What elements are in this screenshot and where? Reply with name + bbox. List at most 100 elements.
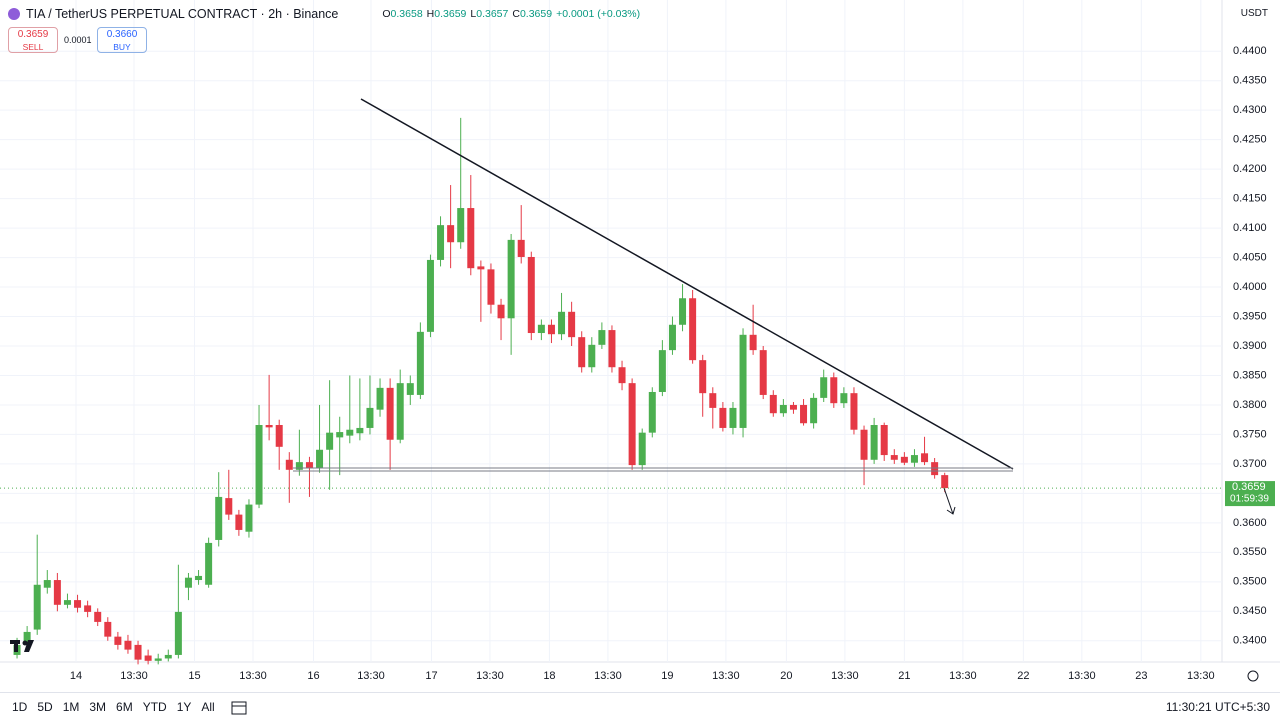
- candle-body: [517, 239, 525, 257]
- y-tick-label: 0.3500: [1233, 576, 1267, 588]
- candle-body: [295, 462, 303, 470]
- candle-body: [729, 407, 737, 428]
- candle-body: [638, 432, 646, 466]
- candle-body: [386, 387, 394, 440]
- x-tick-label: 19: [661, 670, 673, 682]
- period-button[interactable]: 1M: [62, 700, 80, 714]
- y-tick-label: 0.4150: [1233, 193, 1267, 205]
- y-tick-label: 0.3550: [1233, 546, 1267, 558]
- ohlc-value: 0.3659: [519, 8, 553, 20]
- candle-body: [759, 350, 767, 395]
- period-button[interactable]: 1D: [12, 700, 28, 714]
- candle-body: [749, 334, 757, 351]
- period-button[interactable]: 3M: [89, 700, 107, 714]
- period-button[interactable]: 1Y: [176, 700, 192, 714]
- candle-body: [890, 455, 898, 460]
- spread: 0.0001: [64, 35, 92, 45]
- settings-icon[interactable]: [1247, 670, 1259, 682]
- candle-body: [316, 449, 324, 469]
- candles: [13, 117, 949, 665]
- clock: 11:30:21 UTC+5:30: [1165, 700, 1270, 714]
- candle-body: [487, 269, 495, 305]
- y-tick-label: 0.4200: [1233, 163, 1267, 175]
- chart: 0.34000.34500.35000.35500.36000.36500.37…: [0, 0, 1280, 682]
- candle-body: [346, 429, 354, 436]
- y-tick-label: 0.4400: [1233, 45, 1267, 57]
- ohlc-value: 0.3659: [434, 8, 467, 20]
- calendar-icon[interactable]: [231, 699, 247, 715]
- candle-body: [205, 542, 213, 585]
- period-button[interactable]: 5D: [37, 700, 53, 714]
- x-tick-label: 18: [543, 670, 555, 682]
- candle-body: [578, 337, 586, 368]
- y-tick-label: 0.4100: [1233, 222, 1267, 234]
- candle-body: [376, 387, 384, 410]
- candle-body: [104, 621, 112, 637]
- candle-body: [63, 600, 71, 605]
- header: TIA / TetherUS PERPETUAL CONTRACT · 2h ·…: [8, 5, 640, 23]
- candle-body: [426, 259, 434, 332]
- candle-body: [265, 425, 273, 428]
- x-tick-label: 20: [780, 670, 792, 682]
- candle-body: [164, 654, 172, 659]
- candle-body: [406, 383, 414, 395]
- sell-button[interactable]: 0.3659 SELL: [8, 27, 58, 53]
- period-button[interactable]: All: [201, 700, 215, 714]
- ohlc-value: 0.3658: [390, 8, 423, 20]
- buy-button[interactable]: 0.3660 BUY: [97, 27, 147, 53]
- ohlc-item: O0.3658: [382, 8, 422, 20]
- candle-body: [507, 239, 515, 319]
- symbol-title[interactable]: TIA / TetherUS PERPETUAL CONTRACT · 2h ·…: [26, 7, 339, 21]
- currency[interactable]: USDT: [1240, 8, 1268, 19]
- candle-body: [33, 584, 41, 630]
- ohlc-value: 0.3657: [476, 8, 509, 20]
- x-tick-label: 16: [307, 670, 319, 682]
- ohlc-label: H: [426, 8, 435, 20]
- candle-body: [900, 456, 908, 463]
- candle-body: [195, 575, 203, 581]
- candle-body: [588, 344, 596, 368]
- candle-body: [184, 577, 192, 588]
- period-button[interactable]: 6M: [116, 700, 133, 714]
- y-tick-label: 0.3950: [1233, 310, 1267, 322]
- candle-body: [880, 425, 888, 456]
- candle-body: [396, 383, 404, 440]
- y-tick-label: 0.3800: [1233, 399, 1267, 411]
- candle-body: [668, 324, 676, 351]
- candle-body: [416, 331, 424, 395]
- sell-price: 0.3659: [17, 29, 49, 40]
- candle-body: [326, 432, 334, 450]
- candle-body: [840, 393, 848, 404]
- candle-body: [618, 367, 626, 384]
- x-tick-label: 13:30: [357, 670, 385, 682]
- ohlc-item: L0.3657: [470, 8, 508, 20]
- toolbar: 1D 5D 1M 3M 6M YTD 1Y All 11:30:21 UTC+5:30: [0, 692, 1280, 721]
- y-tick-label: 0.4000: [1233, 281, 1267, 293]
- candle-body: [537, 324, 545, 334]
- ohlc-label: C: [512, 8, 520, 20]
- y-tick-label: 0.4350: [1233, 75, 1267, 87]
- candle-body: [437, 225, 445, 260]
- candle-body: [235, 514, 243, 530]
- candle-body: [245, 504, 253, 532]
- candle-body: [689, 298, 697, 361]
- candle-body: [275, 425, 283, 447]
- buy-label: BUY: [113, 42, 131, 52]
- candle-body: [457, 208, 465, 243]
- countdown-label: 01:59:39: [1230, 494, 1269, 505]
- candle-body: [225, 498, 233, 515]
- candle-body: [628, 383, 636, 466]
- period-button[interactable]: YTD: [142, 700, 167, 714]
- candle-body: [255, 425, 263, 505]
- x-tick-label: 13:30: [120, 670, 148, 682]
- candle-body: [356, 427, 364, 434]
- candle-body: [568, 311, 576, 338]
- candle-body: [789, 404, 797, 410]
- arrow: [943, 487, 956, 515]
- candle-body: [447, 225, 455, 243]
- candle-body: [53, 580, 61, 605]
- y-tick-label: 0.3700: [1233, 458, 1267, 470]
- change: +0.0001 (+0.03%): [556, 8, 641, 20]
- x-tick-label: 13:30: [1187, 670, 1215, 682]
- x-tick-label: 13:30: [239, 670, 267, 682]
